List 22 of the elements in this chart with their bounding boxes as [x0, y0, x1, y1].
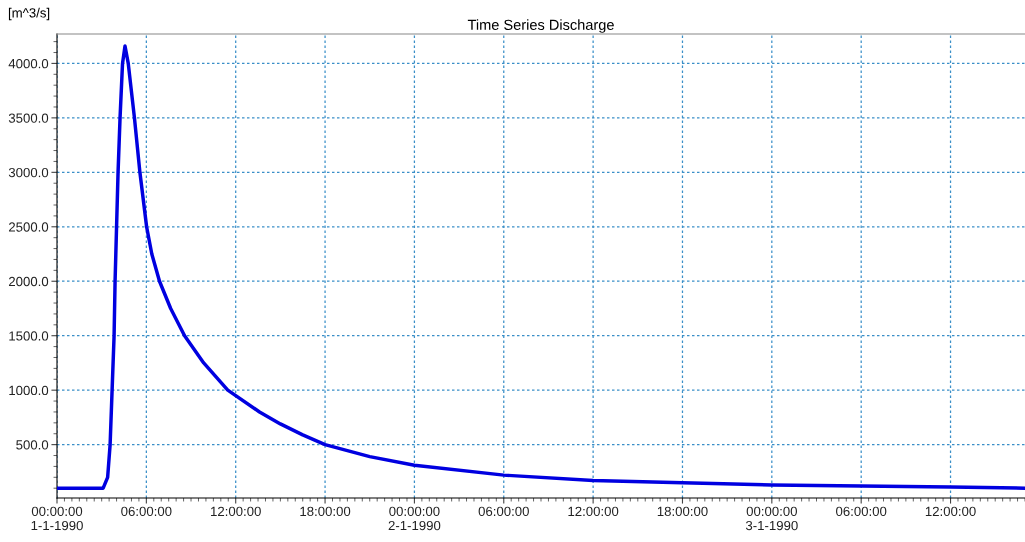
x-tick-label: 18:00:00 [657, 506, 708, 517]
y-axis-title: [m^3/s] [8, 7, 50, 21]
x-tick-label: 12:00:00 [568, 506, 619, 517]
y-tick-label: 2500.0 [8, 222, 49, 232]
x-tick-label: 12:00:00 [211, 506, 261, 517]
x-tick-label: 00:00:00 3-1-1990 [745, 506, 798, 531]
y-tick-label: 2000.0 [8, 276, 49, 287]
y-tick-label: 500.0 [16, 440, 49, 450]
chart-title: Time Series Discharge [467, 19, 614, 33]
x-tick-label: 06:00:00 [478, 506, 529, 517]
y-tick-label: 1000.0 [9, 385, 49, 396]
x-tick-label: 06:00:00 [121, 506, 172, 517]
x-tick-label: 12:00:00 [925, 506, 976, 517]
x-tick-label: 00:00:00 1-1-1990 [31, 506, 83, 531]
y-tick-label: 3000.0 [8, 167, 49, 178]
x-tick-label: 18:00:00 [300, 506, 351, 517]
line-series [57, 44, 1025, 490]
x-tick-label: 06:00:00 [836, 506, 887, 517]
y-tick-label: 4000.0 [8, 58, 49, 69]
y-tick-label: 1500.0 [9, 331, 49, 341]
y-tick-label: 3500.0 [8, 113, 49, 123]
x-tick-label: 00:00:00 2-1-1990 [388, 506, 441, 531]
